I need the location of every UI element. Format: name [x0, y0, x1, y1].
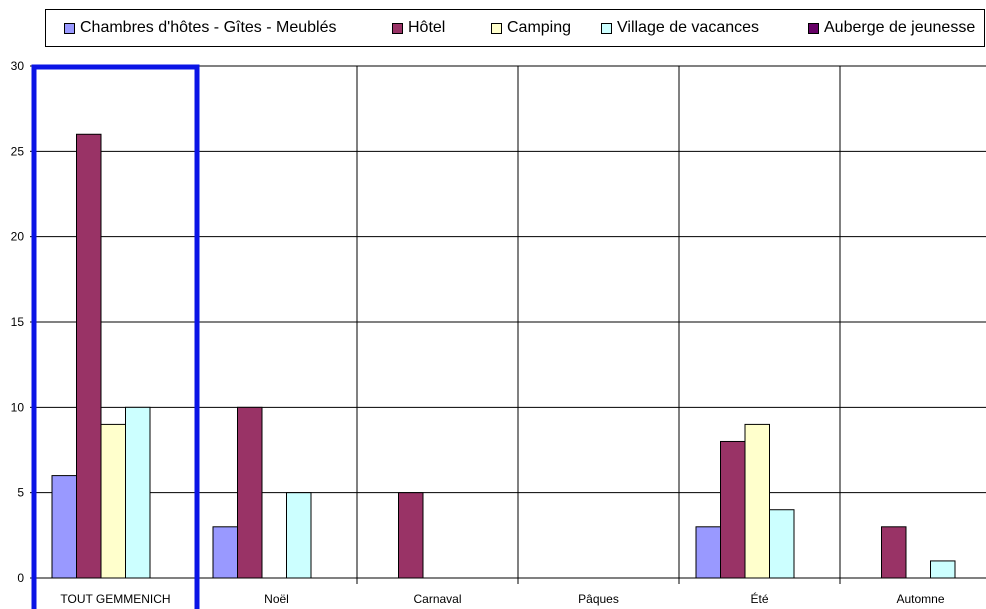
- y-tick-label: 25: [11, 144, 25, 158]
- category-labels: TOUT GEMMENICH Noël Carnaval Pâques Été Autom…: [60, 591, 944, 606]
- category-label: Été: [750, 591, 768, 606]
- category-label: Pâques: [578, 592, 619, 606]
- bar: [769, 509, 795, 579]
- bar: [286, 492, 312, 579]
- legend-swatch-hotel: [392, 22, 403, 34]
- y-tick-label: 5: [17, 486, 24, 500]
- legend-swatch-chambres: [64, 22, 75, 34]
- bar: [744, 423, 770, 579]
- legend-item-auberge: Auberge de jeunesse: [808, 10, 975, 46]
- bar: [212, 526, 238, 579]
- category-label: Automne: [896, 592, 944, 606]
- bar: [125, 406, 151, 579]
- legend-item-chambres: Chambres d'hôtes - Gîtes - Meublés: [64, 10, 337, 46]
- bar: [398, 492, 424, 579]
- category-label: Carnaval: [413, 592, 461, 606]
- grid-lines: [35, 65, 986, 584]
- legend-swatch-auberge: [808, 22, 819, 34]
- bar: [930, 560, 956, 579]
- bar: [881, 526, 907, 579]
- legend: Chambres d'hôtes - Gîtes - Meublés Hôtel…: [45, 9, 985, 47]
- bar: [720, 440, 746, 579]
- bar: [51, 475, 77, 579]
- highlight-rectangle: [31, 64, 200, 609]
- bars: [51, 133, 956, 579]
- legend-label-hotel: Hôtel: [408, 19, 446, 36]
- bar: [100, 423, 126, 579]
- legend-swatch-village: [601, 22, 612, 34]
- legend-label-village: Village de vacances: [617, 19, 760, 36]
- legend-label-camping: Camping: [507, 19, 572, 36]
- category-label: TOUT GEMMENICH: [60, 592, 170, 606]
- bar: [76, 133, 102, 579]
- legend-label-chambres: Chambres d'hôtes - Gîtes - Meublés: [80, 19, 337, 36]
- y-tick-label: 15: [11, 315, 25, 329]
- y-tick-label: 0: [17, 571, 24, 585]
- y-tick-label: 10: [11, 400, 25, 414]
- y-axis-ticks: 0 5 10 15 20 25 30: [11, 59, 25, 585]
- legend-label-auberge: Auberge de jeunesse: [824, 19, 976, 36]
- legend-item-village: Village de vacances: [601, 10, 759, 46]
- highlight-frame: [31, 64, 200, 609]
- y-tick-label: 20: [11, 230, 25, 244]
- legend-item-camping: Camping: [491, 10, 571, 46]
- y-tick-label: 30: [11, 59, 25, 73]
- legend-item-hotel: Hôtel: [392, 10, 445, 46]
- bar: [237, 406, 263, 579]
- category-label: Noël: [264, 592, 289, 606]
- legend-swatch-camping: [491, 22, 502, 34]
- bar: [695, 526, 721, 579]
